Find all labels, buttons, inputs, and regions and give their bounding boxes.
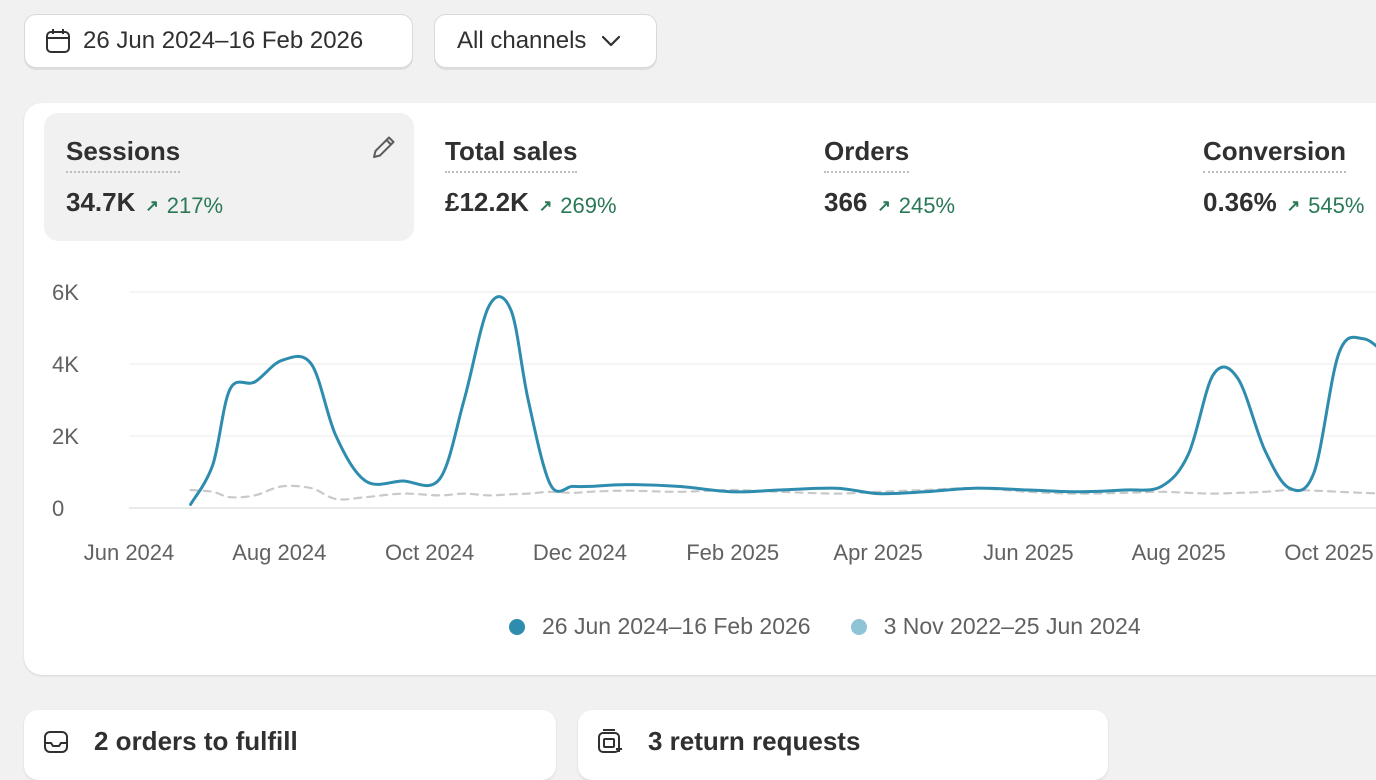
trend-up-icon: ↗ — [877, 198, 891, 215]
pencil-icon[interactable] — [370, 133, 398, 161]
date-range-label: 26 Jun 2024–16 Feb 2026 — [83, 27, 364, 54]
metric-delta-value: 269% — [560, 193, 617, 218]
orders-to-fulfill-card[interactable]: 2 orders to fulfill — [24, 710, 556, 780]
x-tick-label: Aug 2024 — [232, 540, 326, 565]
metric-total-sales[interactable]: Total sales £12.2K ↗ 269% — [423, 113, 793, 241]
sessions-line-chart: 0 2K 4K 6K Jun 2024 Aug 2024 Oct 2024 Dec 2024 F… — [52, 280, 1376, 565]
metric-delta-value: 245% — [898, 193, 956, 218]
metric-delta: ↗ 217% — [145, 193, 223, 219]
chevron-down-icon — [602, 35, 621, 47]
metric-delta-value: 545% — [1308, 193, 1365, 218]
metric-label: Conversion — [1203, 136, 1347, 173]
legend-item-current[interactable]: 26 Jun 2024–16 Feb 2026 — [509, 613, 811, 640]
series-line-comparison — [189, 484, 1376, 501]
x-tick-label: Oct 2025 — [1284, 540, 1373, 565]
metric-value: 366 — [824, 187, 868, 217]
y-tick-label: 4K — [52, 352, 79, 377]
x-tick-label: Aug 2025 — [1132, 540, 1226, 565]
legend-item-comparison[interactable]: 3 Nov 2022–25 Jun 2024 — [850, 613, 1141, 640]
metric-conversion[interactable]: Conversion 0.36% ↗ 545% — [1181, 113, 1376, 241]
date-range-button[interactable]: 26 Jun 2024–16 Feb 2026 — [24, 14, 413, 68]
metric-label: Orders — [824, 136, 910, 173]
x-tick-label: Apr 2025 — [833, 540, 922, 565]
x-tick-label: Feb 2025 — [686, 540, 779, 565]
calendar-icon — [46, 29, 70, 53]
channel-select[interactable]: All channels — [434, 14, 657, 68]
metric-value: £12.2K — [445, 187, 529, 217]
y-tick-label: 6K — [52, 280, 79, 305]
chart-legend: 26 Jun 2024–16 Feb 2026 3 Nov 2022–25 Ju… — [509, 613, 1181, 640]
series-line-current — [189, 295, 1376, 506]
y-tick-label: 0 — [52, 496, 64, 521]
metric-orders[interactable]: Orders 366 ↗ 245% — [802, 113, 1172, 241]
orders-to-fulfill-label: 2 orders to fulfill — [94, 726, 298, 756]
metric-delta: ↗ 545% — [1287, 193, 1365, 219]
analytics-card: Sessions 34.7K ↗ 217% Total sales £12.2K… — [24, 103, 1376, 675]
y-tick-label: 2K — [52, 424, 79, 449]
metric-value: 34.7K — [66, 187, 136, 217]
metric-label: Total sales — [445, 136, 578, 173]
return-box-icon — [598, 729, 622, 753]
x-tick-label: Jun 2024 — [84, 540, 175, 565]
return-requests-card[interactable]: 3 return requests — [578, 710, 1108, 780]
inbox-icon — [44, 731, 68, 753]
metric-delta-value: 217% — [166, 193, 224, 218]
metric-delta: ↗ 245% — [877, 193, 955, 219]
x-tick-label: Dec 2024 — [533, 540, 627, 565]
metric-delta: ↗ 269% — [539, 193, 617, 219]
legend-label-comparison: 3 Nov 2022–25 Jun 2024 — [883, 613, 1141, 639]
channel-label: All channels — [457, 27, 587, 54]
x-tick-label: Oct 2024 — [385, 540, 474, 565]
trend-up-icon: ↗ — [145, 198, 159, 215]
legend-dot-current — [509, 618, 525, 635]
return-requests-label: 3 return requests — [648, 726, 861, 756]
legend-dot-comparison — [850, 618, 867, 635]
x-tick-label: Jun 2025 — [983, 540, 1074, 565]
legend-label-current: 26 Jun 2024–16 Feb 2026 — [542, 613, 811, 639]
metric-sessions[interactable]: Sessions 34.7K ↗ 217% — [44, 113, 414, 241]
trend-up-icon: ↗ — [1286, 198, 1301, 215]
metric-label: Sessions — [66, 136, 181, 173]
metric-value: 0.36% — [1203, 187, 1277, 217]
trend-up-icon: ↗ — [538, 198, 553, 215]
